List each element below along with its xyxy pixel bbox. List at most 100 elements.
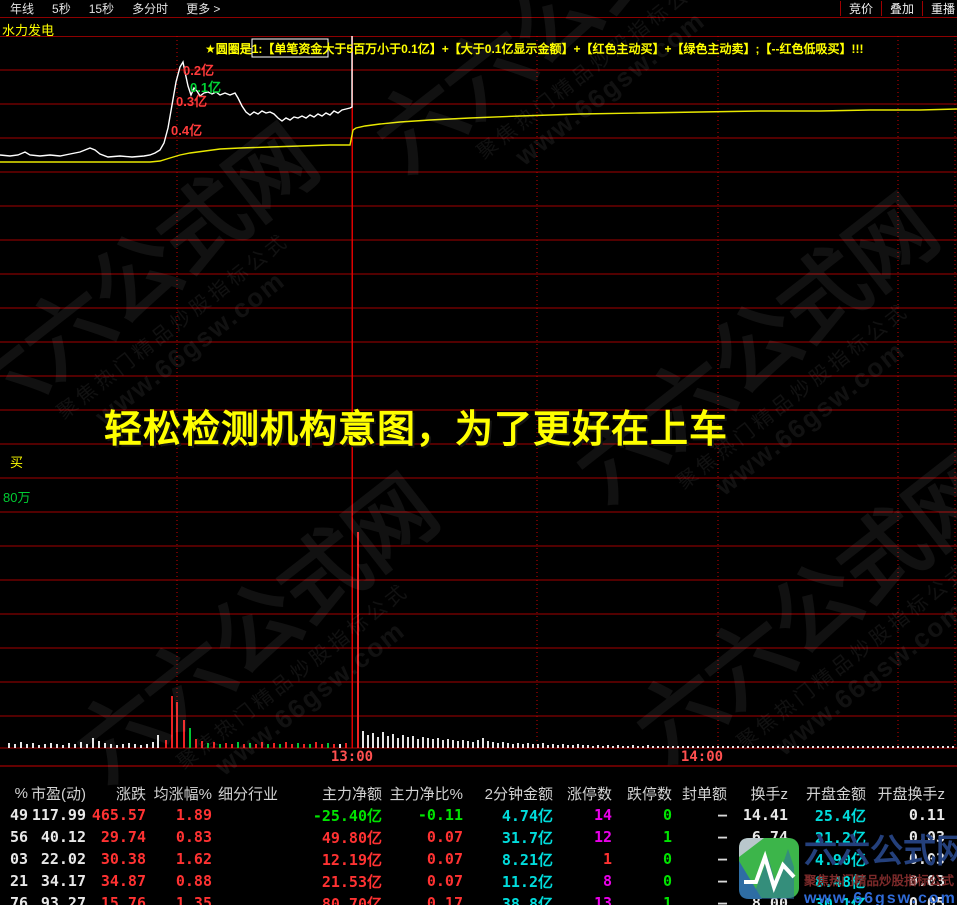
table-cell: 465.57 xyxy=(91,806,146,824)
table-cell: 03 xyxy=(9,850,28,868)
chart-money-label: 0.4亿 xyxy=(171,123,203,138)
table-cell: 49 xyxy=(9,806,28,824)
table-row[interactable]: 2134.1734.870.8821.53亿0.0711.2亿80—5.878.… xyxy=(0,870,957,892)
table-header-cell: 换手z xyxy=(750,785,788,803)
table-cell: 1.35 xyxy=(175,894,212,905)
table-cell: 0.07 xyxy=(426,850,463,868)
intraday-chart[interactable]: ★圆圈是1:【单笔资金大于5百万小于0.1亿】+【大于0.1亿显示金额】+【红色… xyxy=(0,36,957,782)
table-header-cell: 主力净额 xyxy=(321,785,382,803)
table-cell: 4.74亿 xyxy=(501,806,553,825)
table-cell: 38.8亿 xyxy=(501,894,553,905)
table-header-cell: 封单额 xyxy=(681,785,727,803)
table-cell: 8.48亿 xyxy=(814,872,866,891)
table-cell: 1 xyxy=(662,828,672,846)
table-cell: 76 xyxy=(9,894,28,905)
table-cell: 12 xyxy=(593,828,612,846)
table-cell: 117.99 xyxy=(31,806,86,824)
table-cell: 0.07 xyxy=(426,872,463,890)
menu-item-auction[interactable]: 竞价 xyxy=(840,1,881,16)
table-cell: 0.17 xyxy=(426,894,463,905)
table-cell: 30.1亿 xyxy=(814,894,866,905)
table-header-cell: 涨跌 xyxy=(115,785,146,803)
menu-item-more[interactable]: 更多 > xyxy=(186,2,221,16)
table-cell: 40.12 xyxy=(40,828,86,846)
promo-overlay-text: 轻松检测机构意图，为了更好在上车 xyxy=(104,409,729,451)
site-watermark-text: 六六公式网 聚焦热门精品炒股指标公式 www.66gsw.com xyxy=(804,833,957,905)
table-cell: 49.80亿 xyxy=(321,828,382,847)
table-row[interactable]: 49 117.99 465.57 1.89 -25.40亿 -0.11 4.74亿 14 0 — 1… xyxy=(0,804,957,826)
table-cell: 13 xyxy=(593,894,612,905)
table-cell: 0 xyxy=(662,850,672,868)
stock-name: 水力发电 xyxy=(2,23,55,38)
menu-item-replay[interactable]: 重播 xyxy=(922,1,957,16)
table-cell: -0.11 xyxy=(417,806,463,824)
table-cell: 80.70亿 xyxy=(321,894,382,905)
chart-canvas xyxy=(0,36,957,767)
table-cell: 0.03 xyxy=(908,872,945,890)
table-cell: 93.27 xyxy=(40,894,86,905)
table-header-row: % 市盈(动) 涨跌 均涨幅% 细分行业 主力净额 主力净比% 2分钟金额 涨停数 跌停数 封单额 换… xyxy=(0,782,957,804)
table-header-cell: 2分钟金额 xyxy=(484,785,553,803)
table-cell: -25.40亿 xyxy=(312,806,382,825)
table-cell: 0.03 xyxy=(908,850,945,868)
table-cell: 8.00 xyxy=(751,894,788,905)
table-header-cell: 市盈(动) xyxy=(31,785,86,803)
table-cell: 21.53亿 xyxy=(321,872,382,891)
left-edge-label-buy: 买 xyxy=(10,455,24,470)
site-url: www.66gsw.com xyxy=(804,890,957,905)
menu-bar: 年线 5秒 15秒 多分时 更多 > 竞价 叠加 重播 统计 xyxy=(0,0,957,18)
table-cell: 14.41 xyxy=(742,806,788,824)
table-cell: 0.03 xyxy=(908,828,945,846)
table-cell: 1.89 xyxy=(175,806,212,824)
table-header-cell: 均涨幅% xyxy=(153,785,212,803)
table-cell: 1.62 xyxy=(175,850,212,868)
table-cell: 1 xyxy=(602,850,612,868)
table-cell: 8.21亿 xyxy=(501,850,553,869)
table-cell: 4.90亿 xyxy=(814,850,866,869)
table-cell: 30.38 xyxy=(100,850,146,868)
table-cell: — xyxy=(717,850,727,868)
table-cell: 0.05 xyxy=(908,894,945,905)
menu-item-multiday[interactable]: 多分时 xyxy=(132,2,169,16)
table-cell: 0.83 xyxy=(175,828,212,846)
menu-item-5sec[interactable]: 5秒 xyxy=(52,2,71,16)
table-cell: — xyxy=(717,806,727,824)
table-cell: — xyxy=(717,894,727,905)
table-cell: 29.74 xyxy=(100,828,146,846)
left-edge-label-amount: 80万 xyxy=(3,490,31,505)
table-cell: 1 xyxy=(662,894,672,905)
table-header-cell: 跌停数 xyxy=(626,785,672,803)
site-watermark: 六六公式网 聚焦热门精品炒股指标公式 www.66gsw.com xyxy=(738,833,957,905)
table-header-cell: 开盘换手z xyxy=(877,785,945,803)
menu-item-yearline[interactable]: 年线 xyxy=(10,2,35,16)
table-cell: 12.19亿 xyxy=(321,850,382,869)
table-cell: 21.2亿 xyxy=(814,828,866,847)
menu-item-overlay[interactable]: 叠加 xyxy=(881,1,922,16)
table-cell: 0.88 xyxy=(175,872,212,890)
table-cell: 0 xyxy=(662,806,672,824)
chart-money-label: 0.2亿 xyxy=(183,63,215,78)
table-header-cell: 主力净比% xyxy=(389,785,463,803)
table-cell: 34.17 xyxy=(40,872,86,890)
table-cell: 0.07 xyxy=(426,828,463,846)
table-cell: 11.2亿 xyxy=(501,872,553,891)
sector-quote-table: % 市盈(动) 涨跌 均涨幅% 细分行业 主力净额 主力净比% 2分钟金额 涨停数 跌停数 封单额 换… xyxy=(0,782,957,905)
table-cell: — xyxy=(717,872,727,890)
table-header-cell: 涨停数 xyxy=(566,785,612,803)
table-row[interactable]: 0322.0230.381.6212.19亿0.078.21亿10—8.594.… xyxy=(0,848,957,870)
time-axis-label-14: 14:00 xyxy=(680,749,724,765)
table-cell: 21 xyxy=(9,872,28,890)
chart-money-label: 0.3亿 xyxy=(176,94,208,109)
table-row[interactable]: 76 93.27 15.76 1.35 80.70亿 0.17 38.8亿 13 1 — 8.00 3… xyxy=(0,892,957,905)
table-row[interactable]: 56 40.12 29.74 0.83 49.80亿 0.07 31.7亿 12 1—6.74 2… xyxy=(0,826,957,848)
table-cell: 34.87 xyxy=(100,872,146,890)
table-cell: 14 xyxy=(593,806,612,824)
table-cell: 56 xyxy=(9,828,28,846)
table-header-cell: 细分行业 xyxy=(217,785,278,803)
menu-item-15sec[interactable]: 15秒 xyxy=(88,2,115,16)
site-name: 六六公式网 xyxy=(804,832,957,869)
table-cell: 25.4亿 xyxy=(814,806,866,825)
table-cell: 0.11 xyxy=(908,806,945,824)
table-cell: 31.7亿 xyxy=(501,828,553,847)
